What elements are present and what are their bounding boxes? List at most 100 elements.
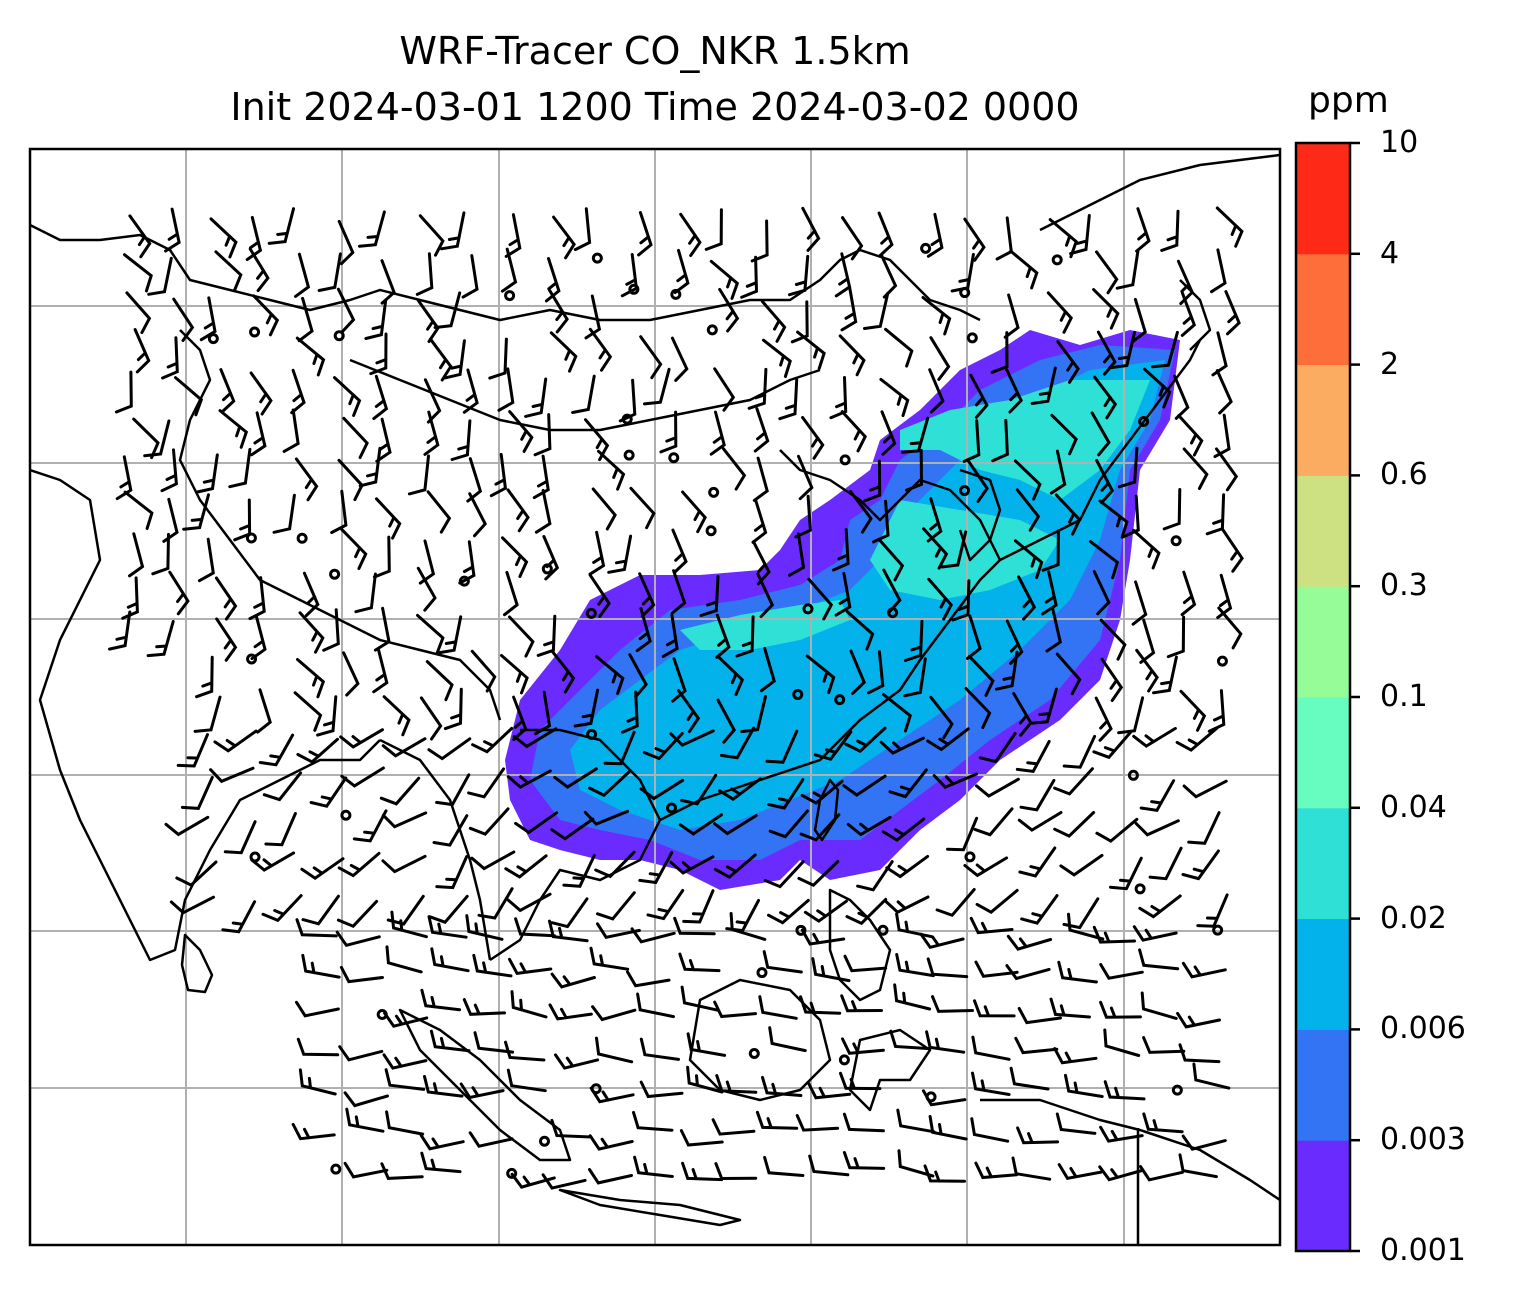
wind-barb (973, 999, 1016, 1018)
wind-barb (534, 690, 552, 736)
wind-barb (468, 1131, 514, 1148)
wind-barb (669, 855, 715, 875)
wind-barb (974, 1161, 1019, 1180)
wind-barb (991, 418, 1009, 463)
wind-barb (164, 815, 210, 837)
wind-barb (921, 296, 952, 336)
wind-barb (1138, 894, 1182, 919)
wind-barb (1055, 652, 1082, 696)
wind-barb (589, 1086, 635, 1104)
colorbar-segment (1296, 364, 1350, 476)
wind-barb (639, 335, 663, 380)
wind-barb (533, 413, 552, 457)
wind-barb (435, 773, 471, 807)
wind-barb (714, 1162, 758, 1181)
wind-barb (489, 452, 508, 498)
wind-barb (1009, 249, 1039, 290)
wind-barb (309, 776, 348, 808)
wind-barb (218, 409, 249, 449)
wind-barb (295, 336, 326, 377)
wind-barb (296, 1037, 340, 1057)
wind-barb (330, 489, 348, 534)
wind-barb (407, 454, 430, 496)
wind-barb (223, 820, 257, 855)
wind-barb (750, 219, 769, 263)
colorbar-segment (1296, 807, 1350, 920)
wind-barb (541, 1173, 587, 1190)
wind-barb (128, 532, 145, 578)
colorbar-segment (1296, 1140, 1350, 1252)
wind-barb (468, 807, 510, 836)
wind-barb (1095, 817, 1139, 843)
wind-barb (500, 247, 518, 293)
colorbar (1294, 141, 1360, 1253)
wind-barb (670, 336, 689, 382)
wind-barb (903, 619, 924, 662)
wind-barb (554, 1053, 600, 1070)
wind-barb (846, 815, 892, 837)
wind-barb (971, 1071, 1011, 1096)
wind-barb (1050, 413, 1078, 456)
calm-wind-marker (920, 242, 932, 254)
wind-barb (536, 614, 557, 657)
wind-barb (1003, 293, 1020, 339)
wind-barb (838, 334, 866, 377)
wind-barb (1057, 1163, 1103, 1180)
wind-barb (340, 766, 385, 788)
wind-barb (621, 690, 639, 734)
wind-barb (845, 897, 888, 926)
wind-barb (767, 898, 810, 925)
wind-barb (544, 257, 561, 303)
wind-barb (250, 614, 267, 661)
wind-barb (248, 247, 270, 293)
wind-barb (678, 813, 723, 836)
wind-barb (508, 615, 535, 658)
wind-barbs (108, 206, 1244, 1190)
wind-barb (300, 857, 345, 881)
wind-barb (1005, 964, 1051, 981)
calm-wind-marker (795, 924, 807, 936)
wind-barb (548, 919, 589, 943)
wind-barb (373, 606, 391, 652)
wind-barb (342, 416, 369, 459)
wind-barb (637, 211, 653, 257)
wind-barb (1134, 819, 1180, 837)
wind-barb (834, 571, 852, 617)
wind-barb (512, 695, 528, 741)
wind-barb (1109, 856, 1143, 891)
wind-barb (1205, 493, 1226, 536)
wind-barb (679, 212, 702, 257)
calm-wind-marker (1127, 769, 1139, 781)
wind-barb (176, 733, 209, 768)
wind-barb (897, 1149, 935, 1178)
wind-barb (643, 367, 671, 406)
wind-barb (1020, 894, 1059, 925)
colorbar-tick-label: 0.003 (1380, 1122, 1466, 1158)
wind-barb (419, 1133, 465, 1151)
wind-barb (762, 338, 792, 378)
wind-barb (506, 892, 552, 913)
wind-barb (1152, 655, 1178, 695)
wind-barb (443, 339, 466, 380)
wind-barb (686, 1065, 724, 1094)
wind-barb (317, 252, 342, 292)
wind-barb (301, 953, 341, 979)
wind-barb (635, 606, 652, 653)
coastlines (30, 153, 1280, 1245)
wind-barb (903, 657, 927, 698)
calm-wind-marker (708, 486, 720, 498)
calm-wind-marker (330, 1163, 342, 1175)
calm-wind-marker (538, 1135, 550, 1147)
wind-barb (633, 1155, 674, 1178)
wind-barb (1005, 619, 1024, 665)
wind-barb (450, 419, 472, 461)
wind-barb (591, 1005, 637, 1022)
calm-wind-marker (506, 1167, 518, 1179)
wind-barb (1059, 853, 1104, 877)
wind-barb (673, 248, 690, 295)
wind-barb (290, 368, 306, 415)
wind-barb (1057, 960, 1098, 984)
wind-barb (267, 207, 295, 245)
wind-barb (921, 1089, 967, 1107)
wind-barb (462, 368, 479, 414)
